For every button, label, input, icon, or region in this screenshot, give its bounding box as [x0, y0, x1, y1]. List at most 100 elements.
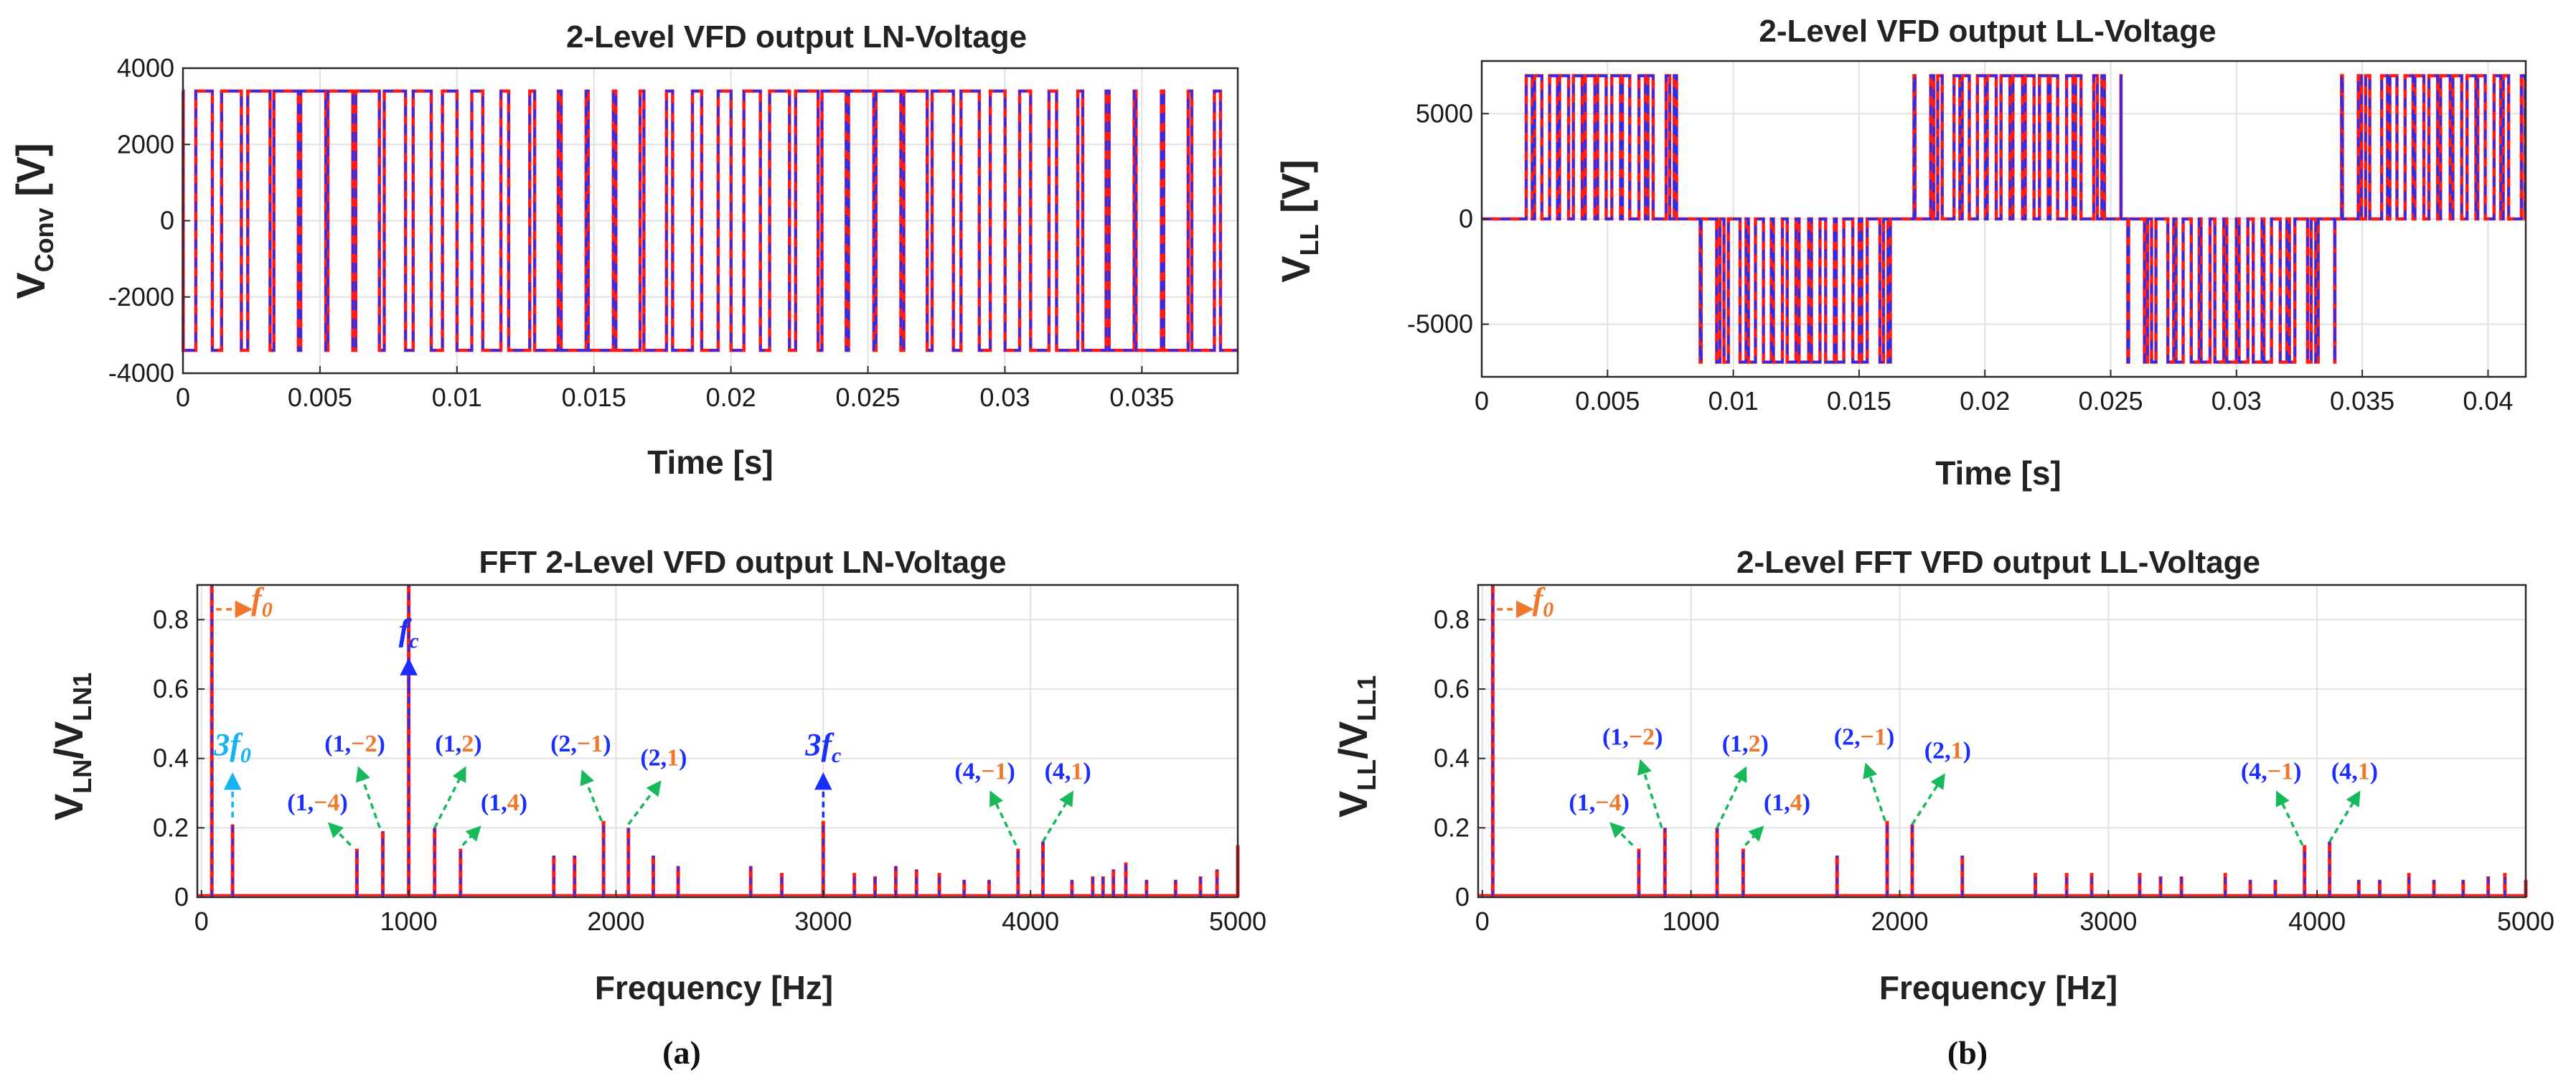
x-tick-label: 3000 — [794, 907, 852, 936]
annotation-arrow — [355, 766, 381, 828]
annotation-label: (1,2) — [435, 731, 481, 757]
x-tick-label: 0.02 — [1960, 386, 2010, 416]
annotation-label: (1,−2) — [324, 731, 385, 757]
annotation-label: (1,4) — [481, 790, 527, 816]
annotation-label: (2,1) — [1924, 738, 1971, 764]
caption-b: (b) — [1947, 1034, 1988, 1071]
panel-fft-ln: FFT 2-Level VFD output LN-Voltage f0 fc 3f… — [46, 545, 1266, 1006]
series-line-reference — [182, 90, 1238, 352]
annotation-arrow — [1744, 825, 1764, 846]
y-tick-label: 2000 — [117, 129, 174, 159]
annotation-arrow — [580, 769, 603, 822]
x-tick-label: 0.025 — [835, 383, 900, 412]
annotation-label: 3f0 — [213, 727, 251, 767]
y-tick-label: 0 — [1455, 882, 1470, 912]
annotation-label: (1,−4) — [287, 790, 348, 816]
annotation-label: (4,−1) — [2241, 759, 2302, 785]
annotation-arrow — [627, 780, 662, 825]
plot-frame-fft-ll — [1477, 584, 2527, 899]
annotation-label: (1,4) — [1764, 790, 1810, 816]
y-tick-label: 0.4 — [1434, 744, 1470, 773]
annotation-label: (1,−2) — [1602, 724, 1663, 750]
x-tick-label: 0.03 — [979, 383, 1030, 412]
y-axis-label-fft-ll: VLL/VLL1 — [1330, 675, 1381, 818]
panel-fft-ll: 2-Level FFT VFD output LL-Voltage f0 (1,−… — [1330, 545, 2554, 1006]
chart-title-ln-voltage: 2-Level VFD output LN-Voltage — [566, 19, 1027, 55]
annotation-arrow — [1041, 790, 1074, 843]
x-tick-label: 0.015 — [1827, 386, 1891, 416]
annotation-arrow — [461, 825, 481, 846]
y-tick-label: -2000 — [108, 282, 174, 312]
annotation-label: 3fc — [804, 727, 841, 767]
y-tick-label: 4000 — [117, 53, 174, 83]
x-tick-label: 5000 — [1209, 907, 1266, 936]
y-tick-label: 0.2 — [153, 813, 189, 842]
x-tick-label: 0.005 — [1575, 386, 1640, 416]
y-axis-label-fft-ln: VLN/VLN1 — [46, 673, 97, 820]
y-tick-label: 0 — [160, 206, 174, 235]
x-tick-label: 4000 — [2288, 907, 2346, 936]
y-tick-label: -4000 — [108, 358, 174, 388]
x-tick-label: 5000 — [2497, 907, 2554, 936]
annotation-label: (1,−4) — [1569, 790, 1630, 816]
x-tick-label: 0.02 — [706, 383, 756, 412]
x-axis-label-ll-voltage: Time [s] — [1935, 454, 2062, 492]
y-tick-label: 5000 — [1416, 98, 1473, 128]
panel-ln-voltage: 2-Level VFD output LN-Voltage 0 0.005 0.01… — [8, 19, 1239, 481]
annotation-label: (2,1) — [640, 744, 687, 771]
y-tick-label: 0.8 — [153, 604, 189, 634]
y-tick-label: -5000 — [1407, 309, 1473, 339]
x-tick-label: 0 — [1475, 386, 1489, 416]
chart-title-ll-voltage: 2-Level VFD output LL-Voltage — [1759, 14, 2216, 49]
annotation-arrow — [433, 766, 466, 829]
annotation-arrow — [1637, 759, 1663, 828]
annotation-label: (4,−1) — [954, 759, 1015, 785]
annotation-arrow — [1863, 762, 1886, 822]
plot-frame-fft-ln — [196, 584, 1239, 899]
annotation-label: fc — [399, 612, 419, 652]
x-tick-label: 4000 — [1002, 907, 1059, 936]
y-tick-label: 0.4 — [153, 744, 189, 773]
x-tick-label: 2000 — [587, 907, 644, 936]
y-tick-label: 0.2 — [1434, 813, 1470, 842]
caption-a: (a) — [662, 1034, 701, 1071]
x-tick-label: 2000 — [1871, 907, 1928, 936]
series-line-reference — [1482, 75, 2526, 363]
chart-title-fft-ln: FFT 2-Level VFD output LN-Voltage — [479, 545, 1007, 580]
x-axis-label-fft-ln: Frequency [Hz] — [595, 969, 833, 1006]
annotation-label: (4,1) — [1045, 759, 1091, 785]
x-tick-label: 0 — [194, 907, 209, 936]
x-tick-label: 0.03 — [2211, 386, 2262, 416]
x-tick-label: 0.025 — [2078, 386, 2143, 416]
annotation-label: f0 — [251, 581, 273, 622]
y-axis-label-ll-voltage: VLL [V] — [1273, 159, 1324, 283]
x-tick-label: 1000 — [380, 907, 438, 936]
y-axis-label-ln-voltage: VConv [V] — [8, 143, 59, 299]
annotation-arrow — [989, 790, 1017, 846]
x-tick-label: 0 — [176, 383, 190, 412]
annotation-label: (4,1) — [2331, 759, 2378, 785]
x-tick-label: 0.015 — [562, 383, 626, 412]
panel-ll-voltage: 2-Level VFD output LL-Voltage 0 0.005 0.01… — [1273, 14, 2527, 492]
y-tick-label: 0.8 — [1434, 604, 1470, 634]
x-tick-label: 0.035 — [2330, 386, 2394, 416]
y-tick-label: 0.6 — [1434, 674, 1470, 703]
annotation-arrow — [1716, 766, 1747, 829]
y-tick-label: 0.6 — [153, 674, 189, 703]
x-tick-label: 0.035 — [1109, 383, 1174, 412]
annotation-arrow — [2328, 790, 2361, 843]
x-tick-label: 0.04 — [2463, 386, 2513, 416]
chart-title-fft-ll: 2-Level FFT VFD output LL-Voltage — [1736, 545, 2260, 580]
x-axis-label-ln-voltage: Time [s] — [647, 444, 774, 481]
annotation-arrow — [327, 822, 352, 846]
x-tick-label: 0.01 — [432, 383, 482, 412]
annotation-label: (2,−1) — [550, 731, 611, 757]
x-tick-label: 3000 — [2079, 907, 2137, 936]
annotation-label: f0 — [1533, 581, 1554, 622]
annotation-arrow — [1609, 822, 1634, 846]
x-tick-label: 0.005 — [288, 383, 352, 412]
x-axis-label-fft-ll: Frequency [Hz] — [1879, 969, 2117, 1006]
x-tick-label: 0 — [1475, 907, 1490, 936]
annotation-label: (2,−1) — [1834, 724, 1895, 750]
